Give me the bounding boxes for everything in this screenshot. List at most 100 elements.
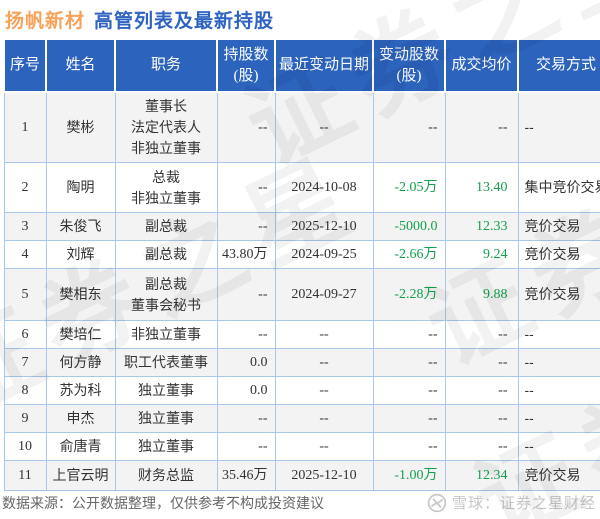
- cell-no: 8: [3, 376, 47, 405]
- column-header-price: 成交均价: [444, 38, 519, 93]
- page-title: 扬帆新材 高管列表及最新持股: [5, 6, 274, 33]
- table-row: 3 朱俊飞 副总裁 -- 2025-12-10 -5000.0 12.33 竞价交易: [3, 212, 600, 241]
- table-row: 9 申杰 独立董事 -- -- -- -- --: [3, 404, 600, 433]
- cell-name: 申杰: [45, 404, 116, 433]
- column-header-name: 姓名: [45, 38, 116, 93]
- cell-no: 6: [3, 320, 47, 349]
- cell-date: --: [274, 320, 374, 349]
- cell-name: 樊培仁: [45, 320, 116, 349]
- cell-position: 独立董事: [114, 404, 218, 433]
- cell-price: 12.33: [444, 212, 519, 241]
- cell-shares: 43.80万: [216, 240, 276, 269]
- cell-position: 独立董事: [114, 432, 218, 461]
- cell-change: --: [372, 432, 446, 461]
- cell-change: --: [372, 404, 446, 433]
- cell-name: 樊彬: [45, 91, 116, 163]
- column-header-shares: 持股数 (股): [216, 38, 276, 93]
- cell-no: 2: [3, 162, 47, 213]
- cell-date: --: [274, 348, 374, 377]
- cell-position: 职工代表董事: [114, 348, 218, 377]
- stock-name: 扬帆新材: [5, 11, 86, 32]
- cell-shares: --: [216, 212, 276, 241]
- executives-table: 序号 姓名 职务 持股数 (股) 最近变动日期 变动股数 (股) 成交均价 交易方式 1 樊彬董…: [3, 38, 600, 491]
- cell-change: --: [372, 320, 446, 349]
- cell-method: --: [517, 348, 600, 377]
- cell-no: 9: [3, 404, 47, 433]
- cell-price: 12.34: [444, 460, 519, 491]
- cell-position: 非独立董事: [114, 320, 218, 349]
- cell-no: 1: [3, 91, 47, 163]
- cell-price: 13.40: [444, 162, 519, 213]
- cell-method: 竞价交易: [517, 240, 600, 269]
- cell-method: --: [517, 320, 600, 349]
- cell-method: 竞价交易: [517, 212, 600, 241]
- cell-name: 何方静: [45, 348, 116, 377]
- cell-shares: --: [216, 91, 276, 163]
- cell-date: 2024-09-27: [274, 268, 374, 321]
- table-row: 1 樊彬 董事长 法定代表人 非独立董事 -- -- -- -- --: [3, 91, 600, 163]
- cell-change: --: [372, 376, 446, 405]
- cell-no: 4: [3, 240, 47, 269]
- brand-credit-label: 雪球：证券之星财经: [451, 495, 596, 512]
- cell-shares: 0.0: [216, 376, 276, 405]
- brand-credit: 雪球：证券之星财经: [427, 492, 596, 513]
- cell-name: 苏为科: [45, 376, 116, 405]
- table-row: 5 樊相东 副总裁 董事会秘书 -- 2024-09-27 -2.28万 9.88 竞价交易: [3, 268, 600, 321]
- cell-position: 副总裁: [114, 212, 218, 241]
- cell-position: 董事长 法定代表人 非独立董事: [114, 91, 218, 163]
- cell-name: 樊相东: [45, 268, 116, 321]
- cell-change: -2.66万: [372, 240, 446, 269]
- cell-price: --: [444, 432, 519, 461]
- cell-name: 朱俊飞: [45, 212, 116, 241]
- column-header-no: 序号: [3, 38, 47, 93]
- cell-price: --: [444, 404, 519, 433]
- cell-change: -5000.0: [372, 212, 446, 241]
- title-subtitle: 高管列表及最新持股: [94, 11, 275, 32]
- cell-no: 7: [3, 348, 47, 377]
- column-header-change: 变动股数 (股): [372, 38, 446, 93]
- cell-method: --: [517, 91, 600, 163]
- table-row: 7 何方静 职工代表董事 0.0 -- -- -- --: [3, 348, 600, 377]
- footer: 数据来源：公开数据整理，仅供参考不构成投资建议 雪球：证券之星财经: [2, 492, 596, 513]
- cell-date: 2025-12-10: [274, 460, 374, 491]
- xueqiu-snowball-icon: [427, 493, 447, 512]
- cell-shares: --: [216, 268, 276, 321]
- cell-price: --: [444, 320, 519, 349]
- table-row: 10 俞唐青 独立董事 -- -- -- -- --: [3, 432, 600, 461]
- column-header-date: 最近变动日期: [274, 38, 374, 93]
- cell-shares: 35.46万: [216, 460, 276, 491]
- cell-date: --: [274, 376, 374, 405]
- cell-no: 3: [3, 212, 47, 241]
- data-source-note: 数据来源：公开数据整理，仅供参考不构成投资建议: [2, 494, 324, 511]
- cell-position: 总裁 非独立董事: [114, 162, 218, 213]
- cell-change: --: [372, 348, 446, 377]
- cell-method: 集中竞价交易: [517, 162, 600, 213]
- cell-change: -1.00万: [372, 460, 446, 491]
- cell-name: 刘辉: [45, 240, 116, 269]
- cell-shares: --: [216, 404, 276, 433]
- cell-date: 2025-12-10: [274, 212, 374, 241]
- cell-price: --: [444, 91, 519, 163]
- cell-price: 9.24: [444, 240, 519, 269]
- cell-date: --: [274, 432, 374, 461]
- cell-price: --: [444, 348, 519, 377]
- cell-date: 2024-10-08: [274, 162, 374, 213]
- cell-date: 2024-09-25: [274, 240, 374, 269]
- cell-method: --: [517, 376, 600, 405]
- cell-method: --: [517, 404, 600, 433]
- table-row: 4 刘辉 副总裁 43.80万 2024-09-25 -2.66万 9.24 竞价交易: [3, 240, 600, 269]
- cell-shares: --: [216, 162, 276, 213]
- cell-name: 上官云明: [45, 460, 116, 491]
- cell-shares: --: [216, 320, 276, 349]
- cell-change: -2.28万: [372, 268, 446, 321]
- table-body: 1 樊彬 董事长 法定代表人 非独立董事 -- -- -- -- -- 2 陶明 总裁 非独立董事 -…: [3, 91, 600, 491]
- cell-shares: 0.0: [216, 348, 276, 377]
- cell-position: 副总裁 董事会秘书: [114, 268, 218, 321]
- table-header-row: 序号 姓名 职务 持股数 (股) 最近变动日期 变动股数 (股) 成交均价 交易方式: [3, 38, 600, 93]
- cell-method: 竞价交易: [517, 460, 600, 491]
- cell-method: 竞价交易: [517, 268, 600, 321]
- cell-position: 副总裁: [114, 240, 218, 269]
- cell-method: --: [517, 432, 600, 461]
- cell-name: 俞唐青: [45, 432, 116, 461]
